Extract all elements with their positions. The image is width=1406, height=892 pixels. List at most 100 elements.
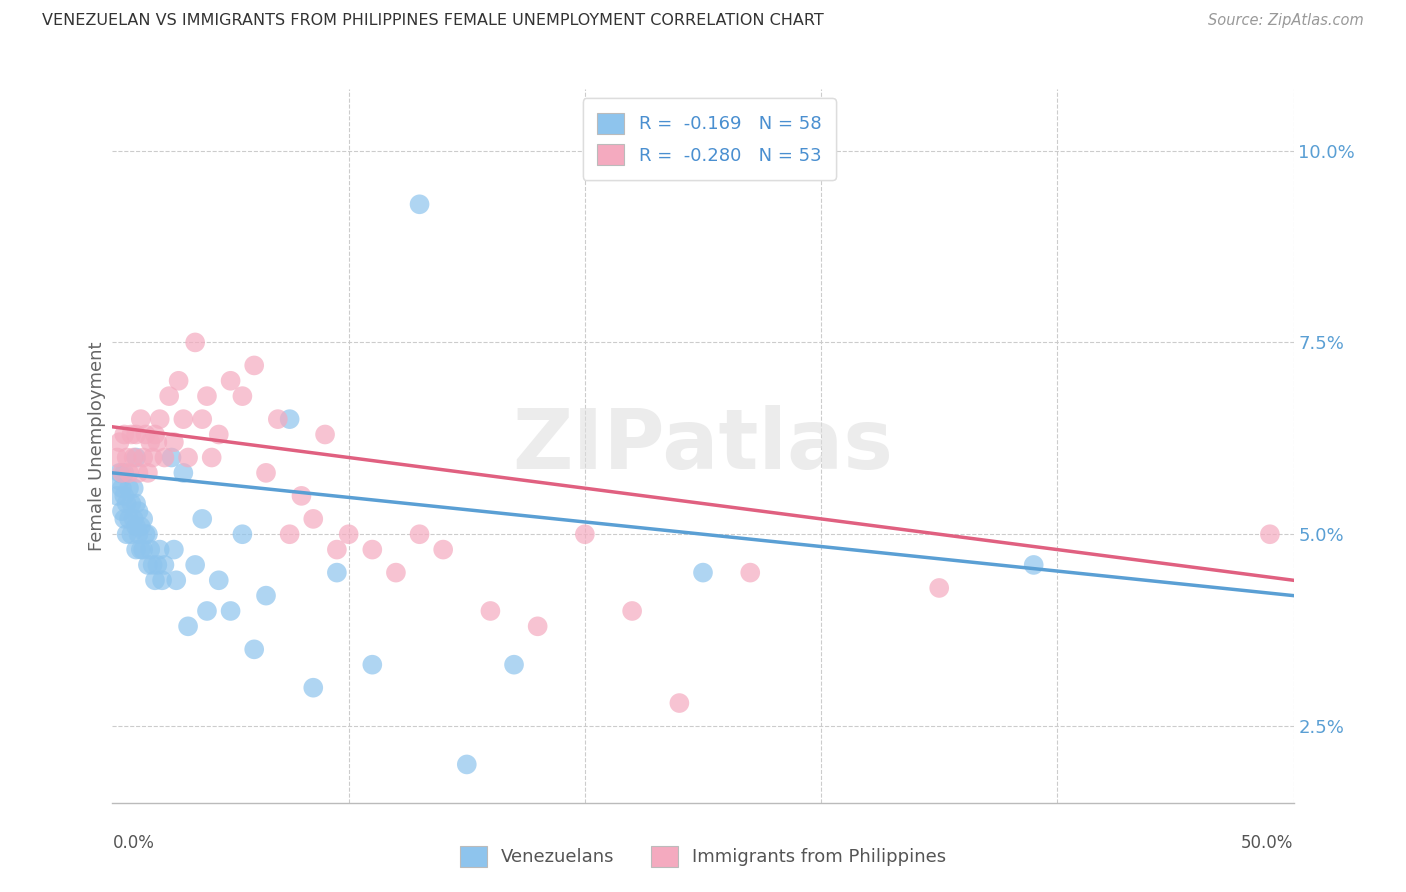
Point xyxy=(177,450,200,465)
Point xyxy=(526,619,548,633)
Point xyxy=(479,604,502,618)
Point xyxy=(135,427,157,442)
Point xyxy=(361,542,384,557)
Point xyxy=(139,542,162,557)
Point xyxy=(127,466,149,480)
Point xyxy=(928,581,950,595)
Point xyxy=(191,412,214,426)
Point xyxy=(129,412,152,426)
Text: 0.0%: 0.0% xyxy=(112,834,155,852)
Point xyxy=(278,412,301,426)
Point xyxy=(150,574,173,588)
Point xyxy=(143,574,166,588)
Point xyxy=(267,412,290,426)
Point xyxy=(125,519,148,533)
Point xyxy=(125,542,148,557)
Point xyxy=(254,466,277,480)
Point xyxy=(201,450,224,465)
Point xyxy=(135,527,157,541)
Point xyxy=(122,512,145,526)
Point xyxy=(132,450,155,465)
Text: 50.0%: 50.0% xyxy=(1241,834,1294,852)
Point xyxy=(290,489,312,503)
Legend: Venezuelans, Immigrants from Philippines: Venezuelans, Immigrants from Philippines xyxy=(453,838,953,874)
Point xyxy=(105,450,128,465)
Point xyxy=(326,566,349,580)
Point xyxy=(432,542,454,557)
Point xyxy=(668,696,690,710)
Point xyxy=(132,542,155,557)
Point xyxy=(108,474,131,488)
Point xyxy=(129,542,152,557)
Point xyxy=(740,566,762,580)
Point xyxy=(120,427,142,442)
Point xyxy=(125,427,148,442)
Point xyxy=(361,657,384,672)
Point xyxy=(219,374,242,388)
Point xyxy=(160,450,183,465)
Point xyxy=(136,558,159,572)
Point xyxy=(136,527,159,541)
Point xyxy=(408,197,430,211)
Point xyxy=(146,435,169,450)
Point xyxy=(621,604,644,618)
Point xyxy=(153,450,176,465)
Point xyxy=(163,542,186,557)
Point xyxy=(142,558,165,572)
Point xyxy=(302,512,325,526)
Point xyxy=(111,481,134,495)
Point xyxy=(122,450,145,465)
Point xyxy=(172,466,194,480)
Point xyxy=(127,504,149,518)
Point xyxy=(132,512,155,526)
Point xyxy=(125,450,148,465)
Point xyxy=(574,527,596,541)
Point xyxy=(108,435,131,450)
Point xyxy=(172,412,194,426)
Point xyxy=(105,489,128,503)
Point xyxy=(254,589,277,603)
Point xyxy=(208,427,231,442)
Point xyxy=(111,504,134,518)
Point xyxy=(337,527,360,541)
Text: VENEZUELAN VS IMMIGRANTS FROM PHILIPPINES FEMALE UNEMPLOYMENT CORRELATION CHART: VENEZUELAN VS IMMIGRANTS FROM PHILIPPINE… xyxy=(42,13,824,29)
Point xyxy=(112,427,135,442)
Point xyxy=(302,681,325,695)
Point xyxy=(120,497,142,511)
Point xyxy=(149,412,172,426)
Point xyxy=(118,481,141,495)
Point xyxy=(146,558,169,572)
Point xyxy=(184,335,207,350)
Point xyxy=(243,359,266,373)
Point xyxy=(153,558,176,572)
Point xyxy=(165,574,187,588)
Point xyxy=(692,566,714,580)
Point xyxy=(120,527,142,541)
Point xyxy=(108,466,131,480)
Point xyxy=(314,427,336,442)
Point xyxy=(208,574,231,588)
Point xyxy=(219,604,242,618)
Point xyxy=(1258,527,1281,541)
Point xyxy=(112,466,135,480)
Point xyxy=(129,519,152,533)
Point xyxy=(191,512,214,526)
Point xyxy=(139,435,162,450)
Point xyxy=(127,527,149,541)
Point xyxy=(112,489,135,503)
Point xyxy=(243,642,266,657)
Point xyxy=(163,435,186,450)
Point xyxy=(125,497,148,511)
Point xyxy=(111,466,134,480)
Point xyxy=(278,527,301,541)
Point xyxy=(115,527,138,541)
Point xyxy=(118,512,141,526)
Point xyxy=(115,450,138,465)
Point xyxy=(149,542,172,557)
Point xyxy=(195,389,218,403)
Point xyxy=(408,527,430,541)
Point xyxy=(118,466,141,480)
Point xyxy=(122,481,145,495)
Point xyxy=(167,374,190,388)
Point xyxy=(231,389,253,403)
